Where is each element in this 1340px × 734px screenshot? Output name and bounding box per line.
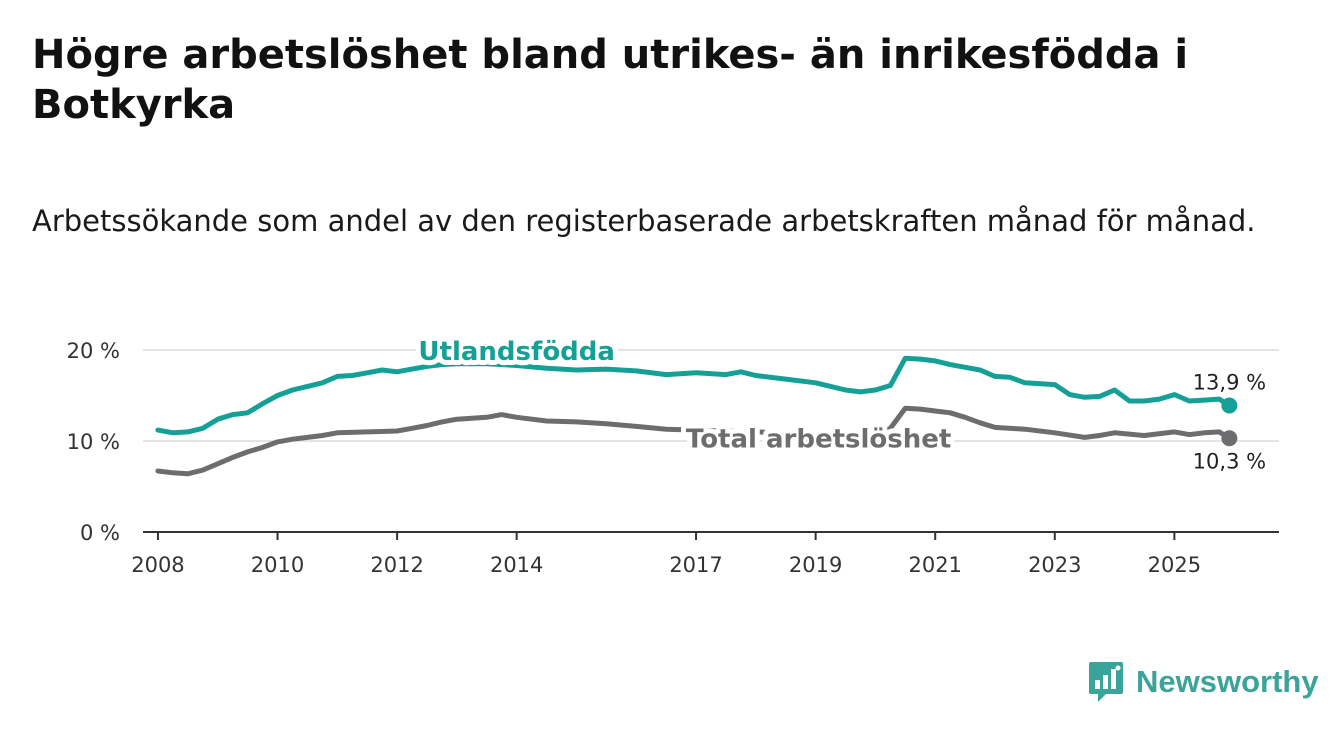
series-name-label: Utlandsfödda <box>418 337 615 367</box>
series-line-total <box>155 405 1232 477</box>
brand-name: Newsworthy <box>1136 664 1319 699</box>
line-chart: 0 % 10 % 20 % 2008 2010 2012 2014 2017 2019 2021… <box>67 332 1279 577</box>
y-tick-label: 20 % <box>67 339 120 363</box>
series-name-label: Total arbetslöshet <box>686 424 951 454</box>
brand-logo: Newsworthy <box>1088 660 1319 704</box>
x-tick-label: 2019 <box>789 553 842 577</box>
x-tick-label: 2025 <box>1148 553 1201 577</box>
series-end-point <box>1221 397 1238 414</box>
y-tick-label: 10 % <box>67 430 120 454</box>
gridlines: 0 % 10 % 20 % <box>67 339 1279 545</box>
series-line-utlandsfodda <box>155 355 1232 436</box>
y-tick-label: 0 % <box>80 521 120 545</box>
series-name-halo: Utlandsfödda <box>418 337 615 367</box>
x-tick-label: 2012 <box>370 553 423 577</box>
series-name-halo: Total arbetslöshet <box>686 424 951 454</box>
series-end-point <box>1221 430 1238 447</box>
x-tick-label: 2021 <box>908 553 961 577</box>
x-tick-label: 2008 <box>131 553 184 577</box>
x-tick-label: 2017 <box>669 553 722 577</box>
x-axis: 2008 2010 2012 2014 2017 2019 2021 2023 2025 <box>131 531 1279 577</box>
end-value-label-total: 10,3 % <box>1193 449 1266 473</box>
x-tick-label: 2023 <box>1028 553 1081 577</box>
x-tick-label: 2010 <box>251 553 304 577</box>
end-value-label-utlandsfodda: 13,9 % <box>1193 371 1266 395</box>
x-tick-label: 2014 <box>490 553 543 577</box>
series-lines <box>155 355 1238 477</box>
chart-title: Högre arbetslöshet bland utrikes- än inr… <box>32 32 1189 128</box>
chart-subtitle: Arbetssökande som andel av den registerb… <box>32 204 1256 238</box>
newsworthy-logo-icon <box>1089 662 1123 702</box>
